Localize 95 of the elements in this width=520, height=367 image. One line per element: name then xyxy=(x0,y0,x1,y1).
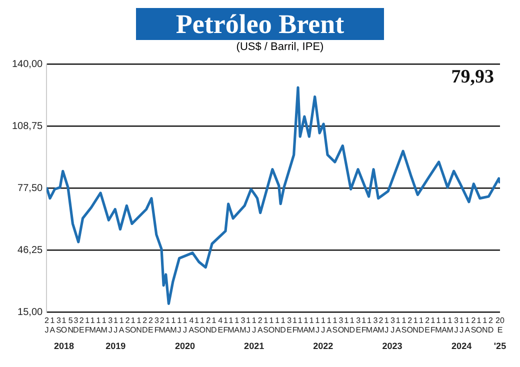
x-tick-label: 2 A xyxy=(257,316,264,335)
x-tick-label: 1 O xyxy=(130,316,136,335)
x2-tick-label: 2022 xyxy=(313,341,334,352)
x-tick-label: 1 J xyxy=(459,316,464,335)
y-tick-label: 140,00 xyxy=(12,58,44,70)
x-tick-label: 1 S xyxy=(194,316,200,335)
x-tick-label: 1 F xyxy=(361,316,367,335)
x-tick-label: 1 F xyxy=(430,316,436,335)
x-tick-label: 1 A xyxy=(234,316,240,335)
x-tick-label: 1 A xyxy=(303,316,310,335)
x-tick-label: 1 M xyxy=(446,316,454,335)
x-tick-label: 3 J xyxy=(454,316,460,335)
x-tick-label: 2 S xyxy=(124,316,130,335)
x-tick-label: 3 E xyxy=(286,316,292,335)
x-tick-label: 1 D xyxy=(211,316,218,335)
x-tick-label: 2 N xyxy=(206,316,212,335)
x-tick-label: 1 F xyxy=(292,316,298,335)
x-tick-label: 1 F xyxy=(84,316,90,335)
x-tick-label: 1 O xyxy=(268,316,275,335)
x-tick-label: 1 O xyxy=(60,316,68,335)
x-tick-label: 2 O xyxy=(406,316,413,335)
x-tick-label: 1 J xyxy=(320,316,326,335)
x-tick-label: 1 A xyxy=(96,316,102,335)
x-tick-label: 1 N xyxy=(344,316,350,335)
x-tick-label: 1 M xyxy=(100,316,108,335)
x-tick-label: 1 A xyxy=(395,316,402,335)
x-tick-label: 1 J xyxy=(252,316,257,335)
x-tick-label: 1 J xyxy=(182,316,188,335)
x-tick-label: 1 O xyxy=(476,316,482,335)
x-tick-label: 1 N xyxy=(136,316,142,335)
x-tick-label: 2 E xyxy=(424,316,430,335)
chart-subtitle: (US$ / Barril, IPE) xyxy=(235,40,325,54)
x2-tick-label: 2024 xyxy=(452,341,472,352)
x-tick-label: 1 M xyxy=(366,316,373,335)
x-tick-label: 1 A xyxy=(464,316,471,335)
x-tick-label: 3 F xyxy=(154,316,160,335)
x-tick-label: 1 M xyxy=(435,316,442,335)
annotation: 79,93 xyxy=(451,66,494,88)
x2-tick-label: 2023 xyxy=(382,341,402,352)
x-tick-label: 1 S xyxy=(263,316,269,335)
x-tick-label: 1 J xyxy=(113,316,118,335)
x-tick-label: 5 N xyxy=(68,316,74,335)
x-tick-label: 3 J xyxy=(390,316,396,335)
x-tick-label: 1 S xyxy=(332,316,338,335)
x2-tick-label: 2020 xyxy=(174,341,195,352)
x-tick-label: 2 M xyxy=(158,316,166,335)
x-tick-label: 1 A xyxy=(326,316,332,335)
x-tick-label: 2 E xyxy=(148,316,154,335)
x-tick-label: 3 M xyxy=(240,316,247,335)
x-tick-label: 3 O xyxy=(338,316,344,335)
y-tick-label: 46,25 xyxy=(18,244,44,256)
y-tick-label: 15,00 xyxy=(18,306,44,318)
x-tick-label: 1 M xyxy=(89,316,96,335)
x-tick-label: 1 A xyxy=(118,316,125,335)
x-tick-label: 2 S xyxy=(470,316,476,335)
x-tick-label: 4 E xyxy=(218,316,224,335)
x-tick-label: 1 A xyxy=(442,316,448,335)
x-tick-label: 3 A xyxy=(372,316,379,335)
x-tick-label: 2 D xyxy=(142,316,148,335)
x-tick-label: 1 D xyxy=(418,316,424,335)
x-tick-label: 1 O xyxy=(199,316,206,335)
x-tick-label: 1 M xyxy=(296,316,304,335)
x-tick-label: 1 A xyxy=(165,316,172,335)
x-tick-label: 4 A xyxy=(188,316,195,335)
x-tick-label: 1 J xyxy=(315,316,320,335)
y-tick-label: 77,50 xyxy=(18,182,44,194)
x-tick-label: 1 M xyxy=(170,316,178,335)
x-tick-label: 1 J xyxy=(384,316,390,335)
x-tick-label: 1 D xyxy=(349,316,356,335)
x-tick-label: 2 M xyxy=(378,316,385,335)
chart-title: Petróleo Brent xyxy=(136,8,384,40)
x-tick-label: 1 N xyxy=(412,316,419,335)
x2-tick-label: 2019 xyxy=(106,341,126,352)
x-tick-label: 2 E xyxy=(78,316,84,335)
x-tick-label: 2 J xyxy=(44,316,50,335)
x-tick-label: 1 J xyxy=(246,316,252,335)
x-tick-label: 1 A xyxy=(50,316,56,335)
x-tick-label: 1 S xyxy=(401,316,407,335)
x-tick-label: 1 J xyxy=(177,316,182,335)
x2-tick-label: '25 xyxy=(494,341,506,352)
x-tick-label: 1 N xyxy=(482,316,488,335)
x2-tick-label: 2018 xyxy=(54,341,74,352)
x-tick-label: 3 D xyxy=(73,316,80,335)
x-tick-label: 3 E xyxy=(356,316,362,335)
x2-tick-label: 2021 xyxy=(244,341,264,352)
x-tick-label: 1 M xyxy=(308,316,316,335)
x-tick-label: 2 D xyxy=(488,316,494,335)
x-tick-label: 1 D xyxy=(280,316,286,335)
x-tick-label: 3 S xyxy=(56,316,62,335)
x-tick-label: 3 J xyxy=(108,316,114,335)
x-tick-label: 1 F xyxy=(223,316,228,335)
x-tick-label: 20 E xyxy=(496,316,505,335)
x-tick-label: 1 M xyxy=(228,316,235,335)
y-tick-label: 108,75 xyxy=(12,120,44,132)
x-tick-label: 1 N xyxy=(274,316,280,335)
